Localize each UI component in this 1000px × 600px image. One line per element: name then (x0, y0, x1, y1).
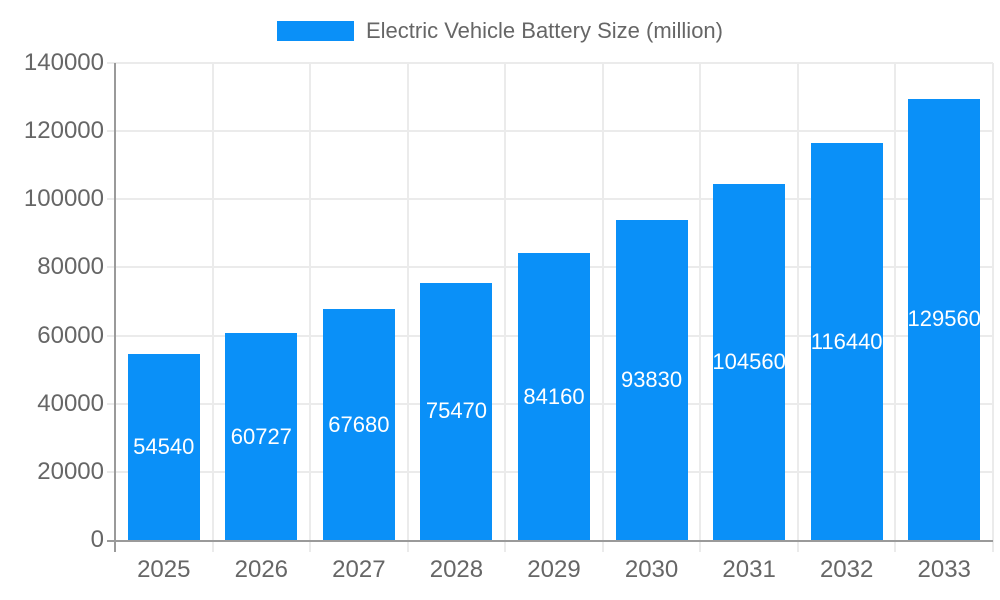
bar-value-label: 93830 (620, 367, 683, 393)
x-gridline (992, 63, 994, 552)
y-tick-label: 40000 (37, 389, 104, 417)
bar-value-label: 75470 (425, 398, 488, 424)
y-tick-label: 60000 (37, 321, 104, 349)
x-gridline (309, 63, 312, 552)
bar-2031 (713, 183, 786, 540)
x-gridline (894, 63, 897, 552)
bar-2030 (615, 220, 688, 540)
y-tick-label: 100000 (23, 185, 104, 213)
x-tick-label: 2031 (722, 556, 776, 583)
bar-value-label: 54540 (133, 434, 195, 460)
bar-2032 (810, 143, 883, 540)
x-gridline (699, 63, 702, 552)
x-tick-label: 2033 (917, 556, 971, 583)
bar-2029 (518, 253, 590, 540)
x-axis-line (107, 540, 993, 542)
bar-2025 (127, 354, 200, 540)
legend-item[interactable]: Electric Vehicle Battery Size (million) (0, 20, 1000, 42)
bar-value-label: 84160 (523, 383, 585, 409)
y-tick-label: 80000 (37, 253, 104, 281)
bar-2027 (322, 309, 395, 540)
x-tick-label: 2032 (819, 556, 874, 583)
bar-value-label: 60727 (230, 423, 292, 449)
x-tick-label: 2030 (624, 556, 679, 583)
x-gridline (211, 63, 214, 552)
plot-area: 0 20000 40000 60000 80000 100000 120000 140000 5… (24, 51, 994, 582)
bar-2026 (225, 333, 298, 540)
bar-value-label: 116440 (810, 328, 883, 354)
y-tick-label: 0 (90, 526, 104, 553)
bar-value-label: 129560 (907, 306, 981, 332)
bar-2033 (908, 98, 981, 540)
x-gridline (601, 63, 604, 552)
y-axis-line (114, 63, 116, 552)
x-tick-label: 2026 (234, 556, 289, 583)
x-gridline (406, 63, 409, 552)
y-gridline (107, 62, 993, 64)
x-tick-label: 2029 (527, 556, 581, 583)
x-tick-label: 2027 (332, 556, 386, 583)
y-gridline (107, 130, 993, 133)
y-tick-label: 20000 (37, 457, 104, 485)
x-gridline (504, 63, 507, 552)
x-tick-label: 2028 (429, 556, 484, 583)
legend-swatch-icon (276, 21, 354, 41)
y-tick-label: 140000 (23, 49, 104, 76)
y-tick-label: 120000 (23, 117, 104, 145)
x-tick-label: 2025 (137, 556, 191, 583)
y-gridline (107, 198, 993, 201)
legend-label: Electric Vehicle Battery Size (million) (365, 18, 723, 43)
bar-2028 (420, 282, 493, 540)
x-gridline (796, 63, 799, 552)
bar-value-label: 67680 (328, 411, 390, 437)
bar-value-label: 104560 (712, 348, 786, 374)
